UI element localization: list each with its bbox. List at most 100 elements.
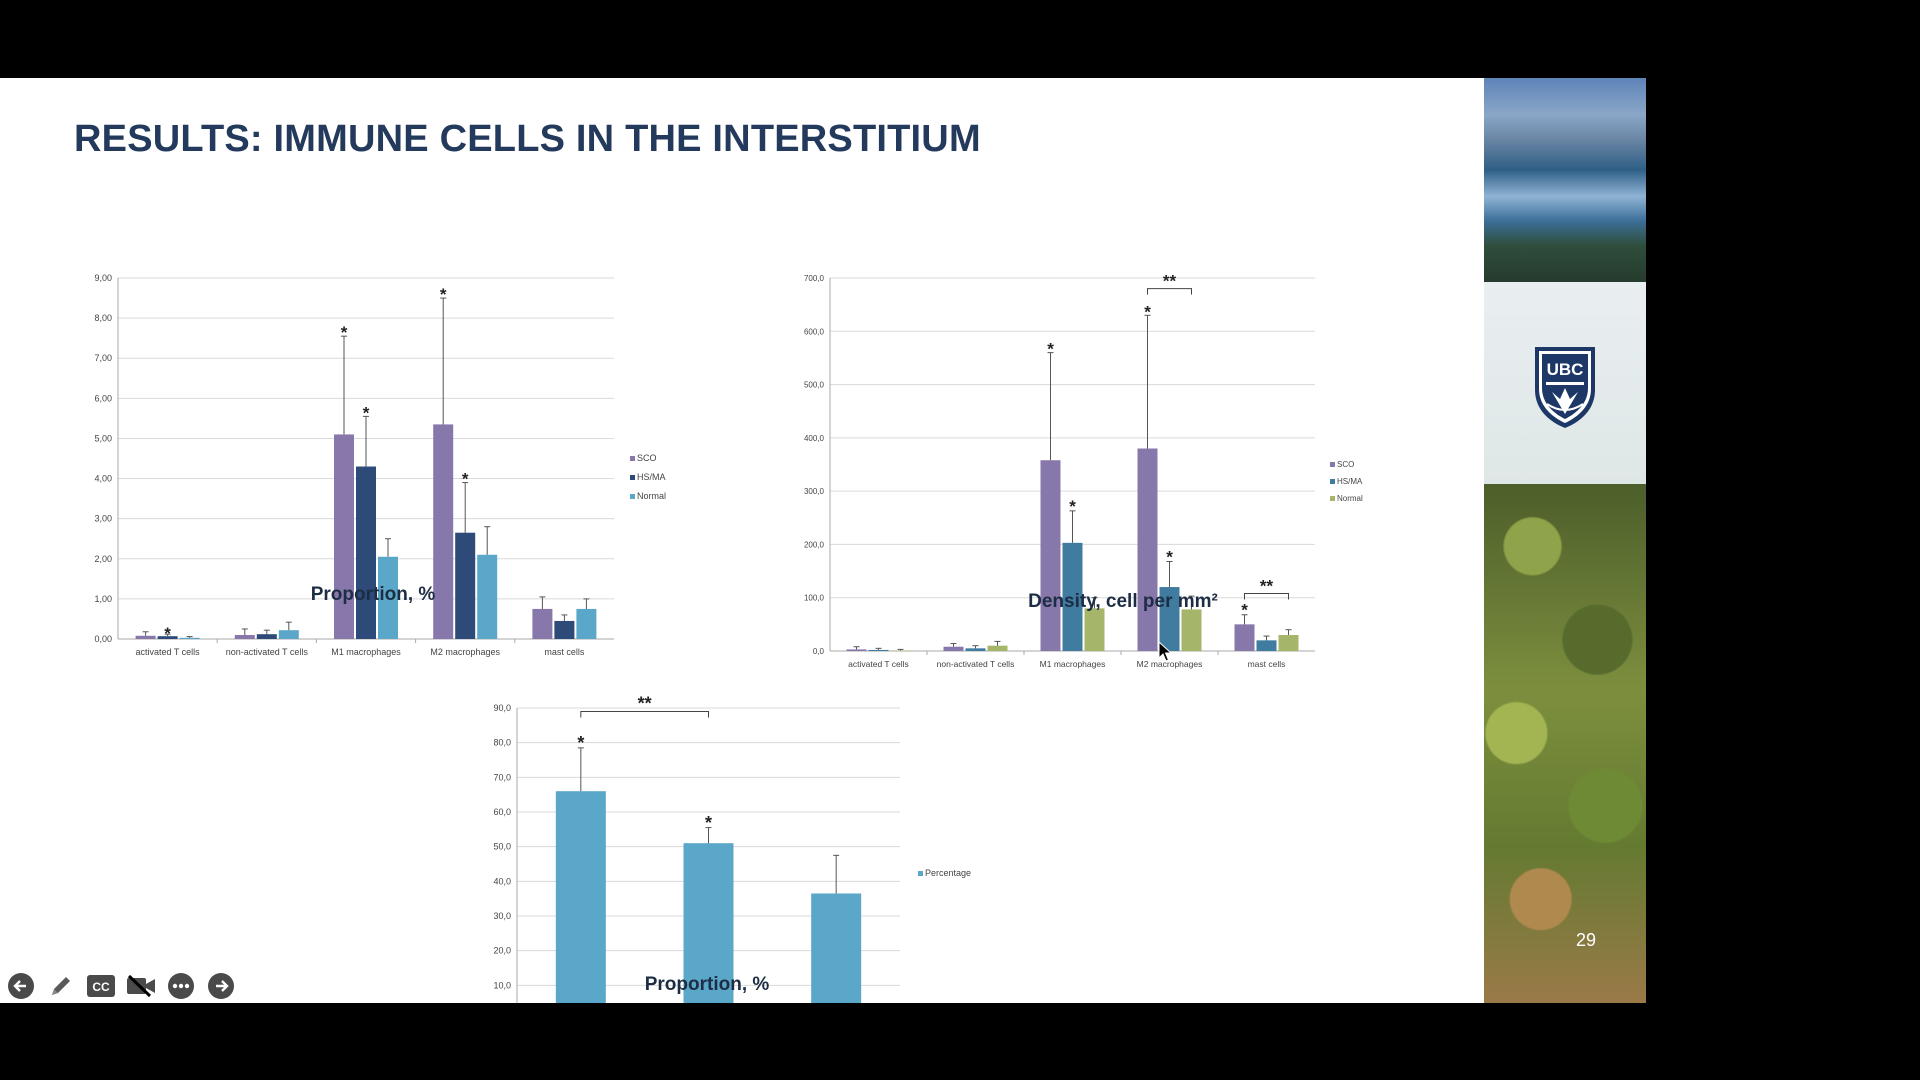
slide-title: RESULTS: IMMUNE CELLS IN THE INTERSTITIU… bbox=[74, 118, 981, 160]
bar bbox=[455, 532, 476, 639]
bar bbox=[157, 636, 178, 639]
significance-bracket bbox=[1147, 288, 1192, 295]
y-tick-label: 700,0 bbox=[804, 274, 825, 283]
legend-label: SCO bbox=[637, 453, 657, 463]
logo-text: UBC bbox=[1547, 360, 1584, 379]
significance-bracket bbox=[580, 710, 709, 718]
legend-label: Percentage bbox=[925, 868, 971, 878]
pen-button[interactable] bbox=[44, 970, 78, 1002]
significance-marker: ** bbox=[1260, 576, 1274, 595]
legend-label: SCO bbox=[1337, 460, 1354, 469]
category-label: mast cells bbox=[1248, 659, 1286, 669]
y-tick-label: 4,00 bbox=[94, 474, 112, 484]
category-label: M1 macrophages bbox=[1040, 659, 1106, 669]
chart3-caption: Proportion, % bbox=[644, 974, 770, 995]
ellipsis-circle-icon bbox=[168, 973, 194, 999]
previous-slide-button[interactable] bbox=[4, 970, 38, 1002]
y-tick-label: 80,0 bbox=[493, 738, 511, 748]
bar bbox=[179, 637, 200, 639]
pencil-icon bbox=[52, 977, 70, 995]
bar bbox=[1278, 635, 1299, 651]
y-tick-label: 200,0 bbox=[804, 540, 825, 549]
bar bbox=[356, 466, 376, 639]
y-tick-label: 20,0 bbox=[493, 946, 511, 956]
legend-swatch bbox=[1330, 479, 1335, 484]
y-tick-label: 300,0 bbox=[804, 487, 825, 496]
legend-swatch bbox=[630, 494, 635, 499]
legend-label: Normal bbox=[1337, 494, 1363, 503]
y-tick-label: 10,0 bbox=[493, 980, 511, 990]
category-label: non-activated T cells bbox=[226, 647, 309, 657]
significance-marker: * bbox=[363, 403, 370, 422]
mouse-cursor-icon bbox=[1158, 641, 1172, 662]
y-tick-label: 5,00 bbox=[94, 433, 112, 443]
bar bbox=[987, 645, 1008, 651]
ubc-logo: UBC bbox=[1535, 347, 1595, 428]
bar bbox=[1040, 460, 1061, 651]
significance-marker: ** bbox=[638, 693, 652, 713]
y-tick-label: 8,00 bbox=[94, 313, 112, 323]
legend-swatch bbox=[918, 871, 923, 876]
presentation-toolbar: CC bbox=[4, 970, 238, 1002]
next-slide-button[interactable] bbox=[204, 970, 238, 1002]
bar bbox=[256, 634, 277, 639]
legend-label: HS/MA bbox=[1337, 477, 1363, 486]
y-tick-label: 9,00 bbox=[94, 273, 112, 283]
bar bbox=[890, 650, 911, 651]
significance-marker: * bbox=[577, 733, 584, 753]
significance-marker: * bbox=[1241, 601, 1248, 620]
cc-icon: CC bbox=[87, 975, 115, 997]
y-tick-label: 0,0 bbox=[813, 647, 825, 656]
arrow-right-circle-icon bbox=[208, 973, 234, 999]
bar bbox=[555, 791, 606, 1003]
chart1-caption: Proportion, % bbox=[310, 584, 436, 605]
bar bbox=[554, 620, 575, 639]
significance-marker: * bbox=[1069, 497, 1076, 516]
bar bbox=[576, 608, 597, 639]
bar bbox=[378, 556, 398, 639]
y-tick-label: 2,00 bbox=[94, 554, 112, 564]
slide-number: 29 bbox=[1576, 930, 1597, 950]
logo-panel: UBC bbox=[1484, 282, 1646, 484]
chart-proportion-percentage: 0,010,020,030,040,050,060,070,080,090,0S… bbox=[493, 693, 971, 1003]
category-label: M1 macrophages bbox=[331, 647, 401, 657]
category-label: non-activated T cells bbox=[937, 659, 1015, 669]
video-off-button[interactable] bbox=[124, 970, 158, 1002]
y-tick-label: 7,00 bbox=[94, 353, 112, 363]
legend-swatch bbox=[1330, 462, 1335, 467]
significance-marker: * bbox=[164, 624, 171, 643]
legend-swatch bbox=[1330, 496, 1335, 501]
legend-swatch bbox=[630, 475, 635, 480]
category-label: activated T cells bbox=[848, 659, 909, 669]
bar bbox=[1159, 587, 1180, 651]
captions-button[interactable]: CC bbox=[84, 970, 118, 1002]
significance-marker: * bbox=[1166, 547, 1173, 566]
y-tick-label: 40,0 bbox=[493, 876, 511, 886]
legend-label: HS/MA bbox=[637, 472, 666, 482]
photo-coastline bbox=[1484, 78, 1646, 282]
bar bbox=[1137, 448, 1158, 651]
bar bbox=[532, 608, 553, 639]
significance-marker: * bbox=[440, 285, 447, 304]
bar bbox=[811, 893, 862, 1003]
y-tick-label: 50,0 bbox=[493, 842, 511, 852]
chart-proportion-immune-cells: 0,00 1,00 2,00 3,00 4,00 5,00 6,00 7,00 8,00 9,00… bbox=[94, 273, 666, 657]
category-label: activated T cells bbox=[135, 647, 200, 657]
bar bbox=[943, 646, 964, 651]
y-tick-label: 1,00 bbox=[94, 594, 112, 604]
y-tick-label: 0,00 bbox=[94, 634, 112, 644]
slide: RESULTS: IMMUNE CELLS IN THE INTERSTITIU… bbox=[0, 78, 1646, 1003]
y-tick-label: 100,0 bbox=[804, 594, 825, 603]
y-tick-label: 3,00 bbox=[94, 514, 112, 524]
y-tick-label: 70,0 bbox=[493, 772, 511, 782]
category-label: M2 macrophages bbox=[430, 647, 500, 657]
chart2-caption: Density, cell per mm² bbox=[1028, 591, 1218, 612]
bar bbox=[1256, 640, 1277, 651]
bar bbox=[433, 424, 454, 639]
more-options-button[interactable] bbox=[164, 970, 198, 1002]
y-tick-label: 500,0 bbox=[804, 381, 825, 390]
y-tick-label: 90,0 bbox=[493, 703, 511, 713]
bar bbox=[278, 630, 299, 639]
significance-bracket bbox=[1244, 592, 1289, 600]
svg-text:CC: CC bbox=[92, 980, 110, 994]
